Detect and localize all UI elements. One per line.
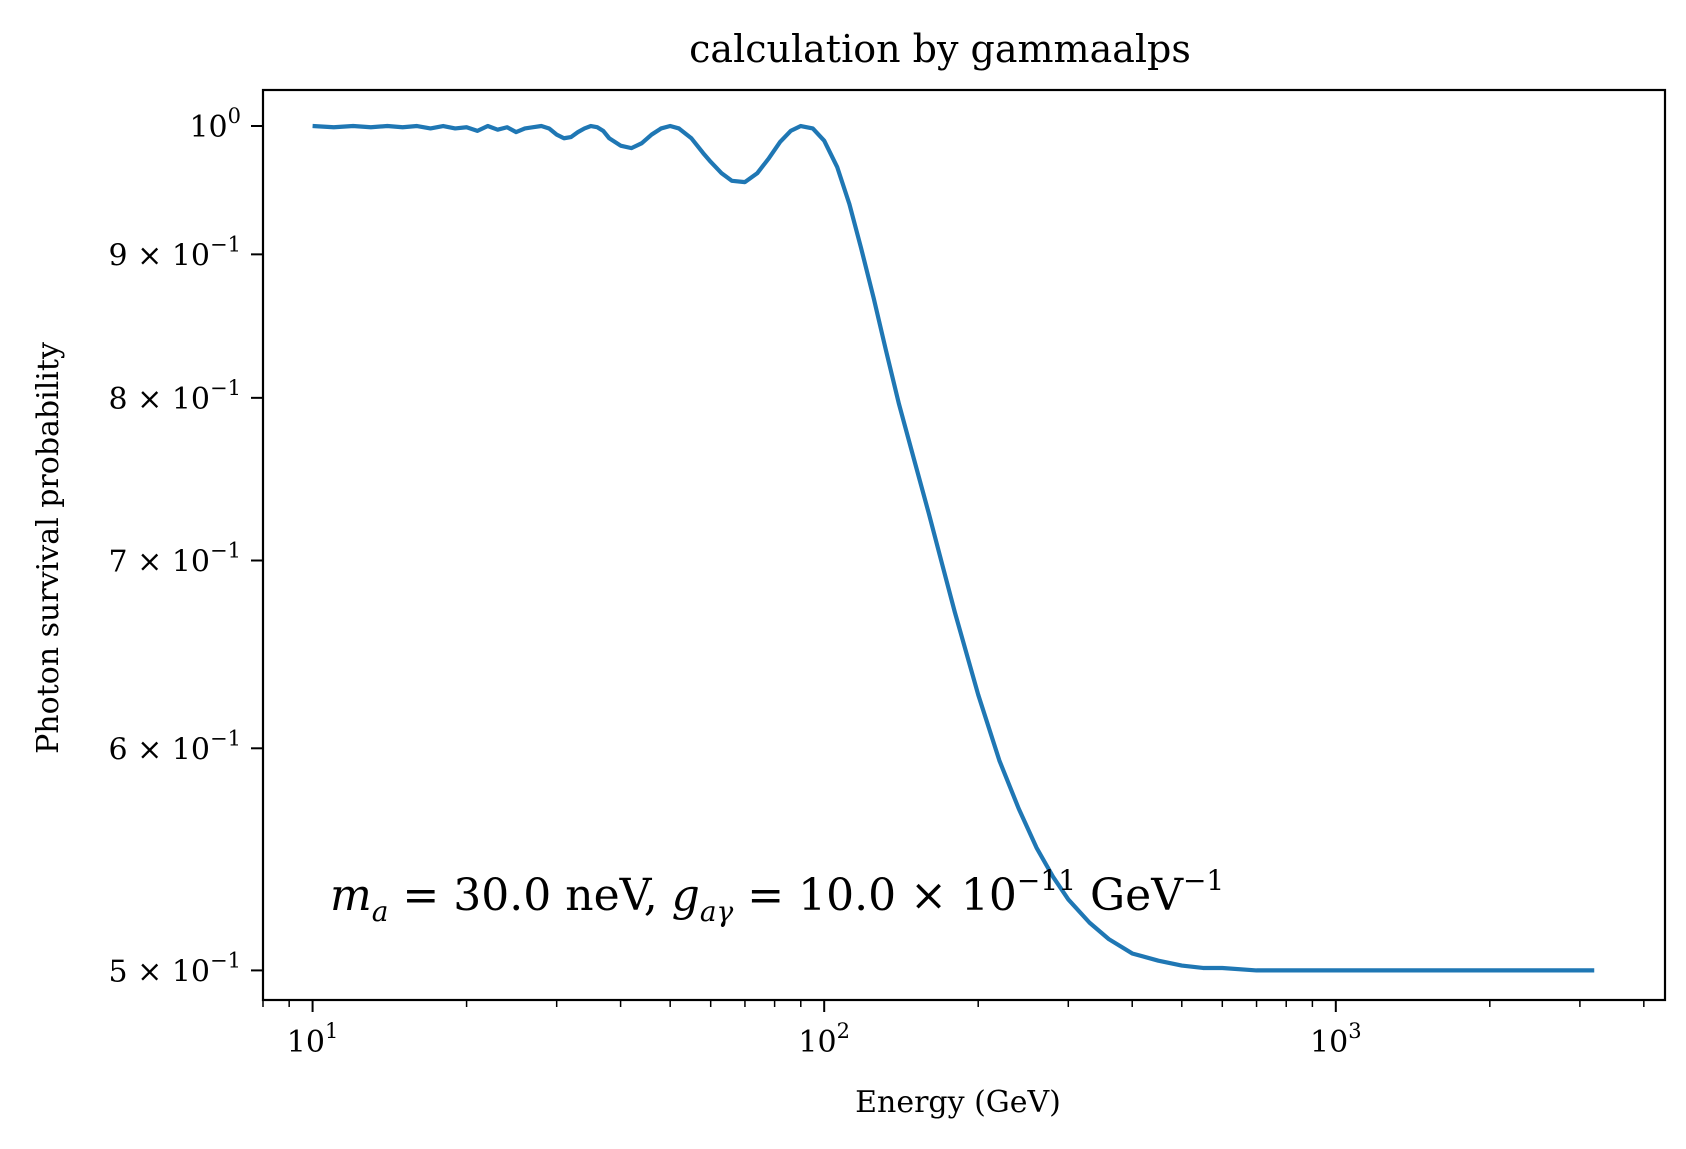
parameter-annotation: ma = 30.0 neV, gaγ = 10.0 × 10−11 GeV−1 [330, 864, 1224, 928]
plot-frame [261, 88, 1667, 1002]
annotation-unit: GeV [1076, 870, 1184, 921]
x-tick-label: 101 [287, 1019, 339, 1060]
y-tick-label: 7 × 10−1 [109, 539, 241, 580]
y-tick-label: 5 × 10−1 [109, 948, 241, 989]
chart-title: calculation by gammaalps [689, 27, 1191, 71]
annotation-m: m [330, 870, 372, 921]
axis-tick-labels: 101 102 103 100 9 × 10−1 8 × 10−1 7 × 10−1 6 × … [109, 104, 1362, 1060]
y-tick-label: 100 [189, 104, 241, 145]
annotation-m-sub: a [372, 895, 389, 928]
annotation-eq1: = 30.0 neV, [388, 870, 671, 921]
x-tick-label: 102 [798, 1019, 850, 1060]
axis-ticks [251, 125, 1645, 1012]
annotation-eq2: = 10.0 × 10 [733, 870, 1017, 921]
annotation-g: g [672, 870, 700, 921]
x-tick-label: 103 [1310, 1019, 1362, 1060]
y-axis-label: Photon survival probability [31, 342, 66, 754]
y-tick-label: 9 × 10−1 [109, 232, 241, 273]
annotation-exp1: −11 [1017, 864, 1076, 897]
x-axis-label: Energy (GeV) [855, 1085, 1061, 1120]
y-tick-label: 8 × 10−1 [109, 376, 241, 417]
series-line [312, 123, 1595, 973]
annotation-g-sub: aγ [700, 895, 734, 928]
annotation-exp2: −1 [1183, 864, 1224, 897]
y-tick-label: 6 × 10−1 [109, 726, 241, 767]
